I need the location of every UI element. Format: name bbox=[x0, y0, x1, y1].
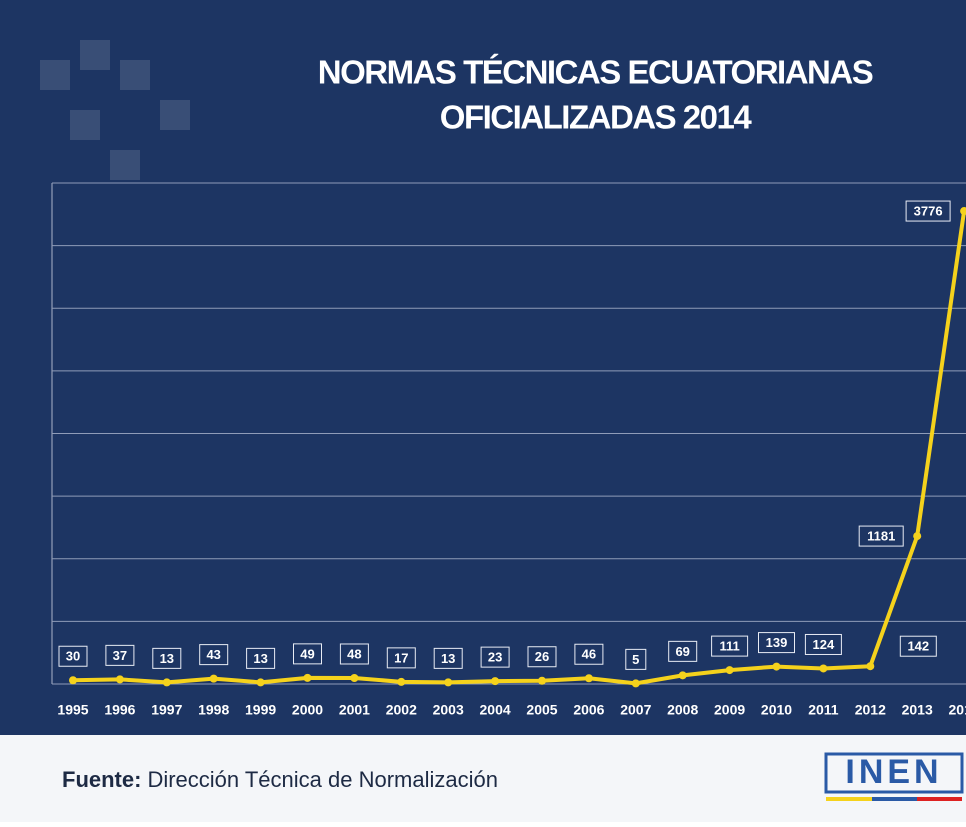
x-tick-label: 1995 bbox=[57, 702, 88, 718]
point bbox=[397, 677, 406, 686]
point bbox=[913, 532, 922, 541]
x-tick-label: 2010 bbox=[761, 702, 792, 718]
data-label: 26 bbox=[535, 649, 549, 664]
data-label: 43 bbox=[206, 647, 220, 662]
logo-stripe bbox=[826, 797, 872, 801]
chart-title: NORMAS TÉCNICAS ECUATORIANAS bbox=[318, 54, 873, 91]
x-tick-label: 2006 bbox=[573, 702, 604, 718]
label-box bbox=[199, 644, 229, 666]
point bbox=[115, 675, 124, 684]
data-label: 17 bbox=[394, 650, 408, 665]
point bbox=[444, 678, 453, 687]
point bbox=[866, 662, 875, 671]
label-box bbox=[433, 647, 463, 669]
x-tick-label: 2009 bbox=[714, 702, 745, 718]
x-tick-label: 1999 bbox=[245, 702, 276, 718]
point bbox=[538, 676, 546, 685]
point bbox=[162, 678, 171, 687]
x-tick-label: 1997 bbox=[151, 702, 182, 718]
point bbox=[303, 673, 312, 682]
point bbox=[678, 671, 687, 680]
logo-stripe bbox=[917, 797, 962, 801]
logo-stripe bbox=[872, 797, 917, 801]
point bbox=[960, 207, 966, 216]
point bbox=[209, 674, 218, 683]
data-label: 13 bbox=[160, 651, 174, 666]
chart-title: OFICIALIZADAS 2014 bbox=[440, 99, 753, 136]
label-box bbox=[480, 646, 510, 668]
label-box bbox=[804, 633, 842, 655]
label-box bbox=[105, 644, 135, 666]
point bbox=[772, 662, 781, 671]
x-tick-label: 2005 bbox=[526, 702, 557, 718]
label-box bbox=[152, 647, 182, 669]
label-box bbox=[905, 200, 951, 222]
source: Dirección Técnica de Normalización bbox=[147, 767, 498, 792]
x-tick-label: 2011 bbox=[808, 702, 839, 718]
data-label: 48 bbox=[347, 646, 361, 661]
data-label: 5 bbox=[632, 652, 639, 667]
x-tick-label: 2007 bbox=[620, 702, 651, 718]
data-label: 23 bbox=[488, 650, 502, 665]
label-box bbox=[293, 643, 322, 665]
x-tick-label: 2000 bbox=[292, 702, 323, 718]
data-label: 49 bbox=[300, 646, 314, 661]
data-label: 1181 bbox=[867, 529, 895, 544]
point bbox=[491, 677, 500, 686]
data-label: 13 bbox=[253, 651, 267, 666]
background bbox=[0, 0, 966, 735]
logo-frame bbox=[824, 752, 964, 794]
point bbox=[256, 678, 265, 687]
label-box bbox=[758, 632, 795, 654]
point bbox=[725, 666, 734, 675]
label-box bbox=[58, 645, 88, 667]
x-tick-label: 2002 bbox=[386, 702, 417, 718]
data-label: 124 bbox=[813, 637, 835, 652]
line bbox=[72, 210, 966, 686]
data-label: 69 bbox=[675, 644, 689, 659]
point bbox=[350, 673, 359, 682]
label-box bbox=[625, 648, 647, 670]
label-box bbox=[246, 647, 276, 669]
footer-band bbox=[0, 735, 966, 822]
decoration bbox=[40, 40, 190, 180]
label-box bbox=[574, 643, 604, 665]
x-tick-label: 1998 bbox=[198, 702, 229, 718]
x-tick-label: 2012 bbox=[855, 702, 886, 718]
data-label: 46 bbox=[582, 647, 596, 662]
x-tick-label: 2014 bbox=[949, 702, 966, 718]
label-box bbox=[858, 525, 904, 547]
x-tick-label: 2004 bbox=[480, 702, 511, 718]
label-box bbox=[668, 640, 698, 662]
label-box bbox=[527, 646, 557, 668]
point bbox=[69, 676, 77, 685]
x-tick-label: 2003 bbox=[433, 702, 464, 718]
x-tick-label: 2008 bbox=[667, 702, 698, 718]
label-box bbox=[899, 635, 937, 657]
point bbox=[584, 674, 593, 683]
x-tick-label: 1996 bbox=[104, 702, 135, 718]
logo: INEN bbox=[845, 753, 942, 791]
point bbox=[819, 664, 828, 673]
data-label: 111 bbox=[719, 639, 739, 654]
data-label: 30 bbox=[66, 649, 80, 664]
x-tick-label: 2013 bbox=[902, 702, 933, 718]
x-tick-label: 2001 bbox=[339, 702, 370, 718]
data-label: 13 bbox=[441, 651, 455, 666]
data-label: 3776 bbox=[914, 203, 943, 218]
data-label: 139 bbox=[766, 635, 788, 650]
label-box bbox=[386, 647, 416, 669]
point bbox=[631, 679, 640, 688]
label-box bbox=[339, 643, 369, 665]
source-label: Fuente: bbox=[62, 767, 141, 792]
data-label: 37 bbox=[113, 648, 127, 663]
data-label: 142 bbox=[907, 639, 929, 654]
footer-source: Fuente: Dirección Técnica de Normalizació… bbox=[62, 767, 498, 792]
label-box bbox=[711, 635, 749, 657]
